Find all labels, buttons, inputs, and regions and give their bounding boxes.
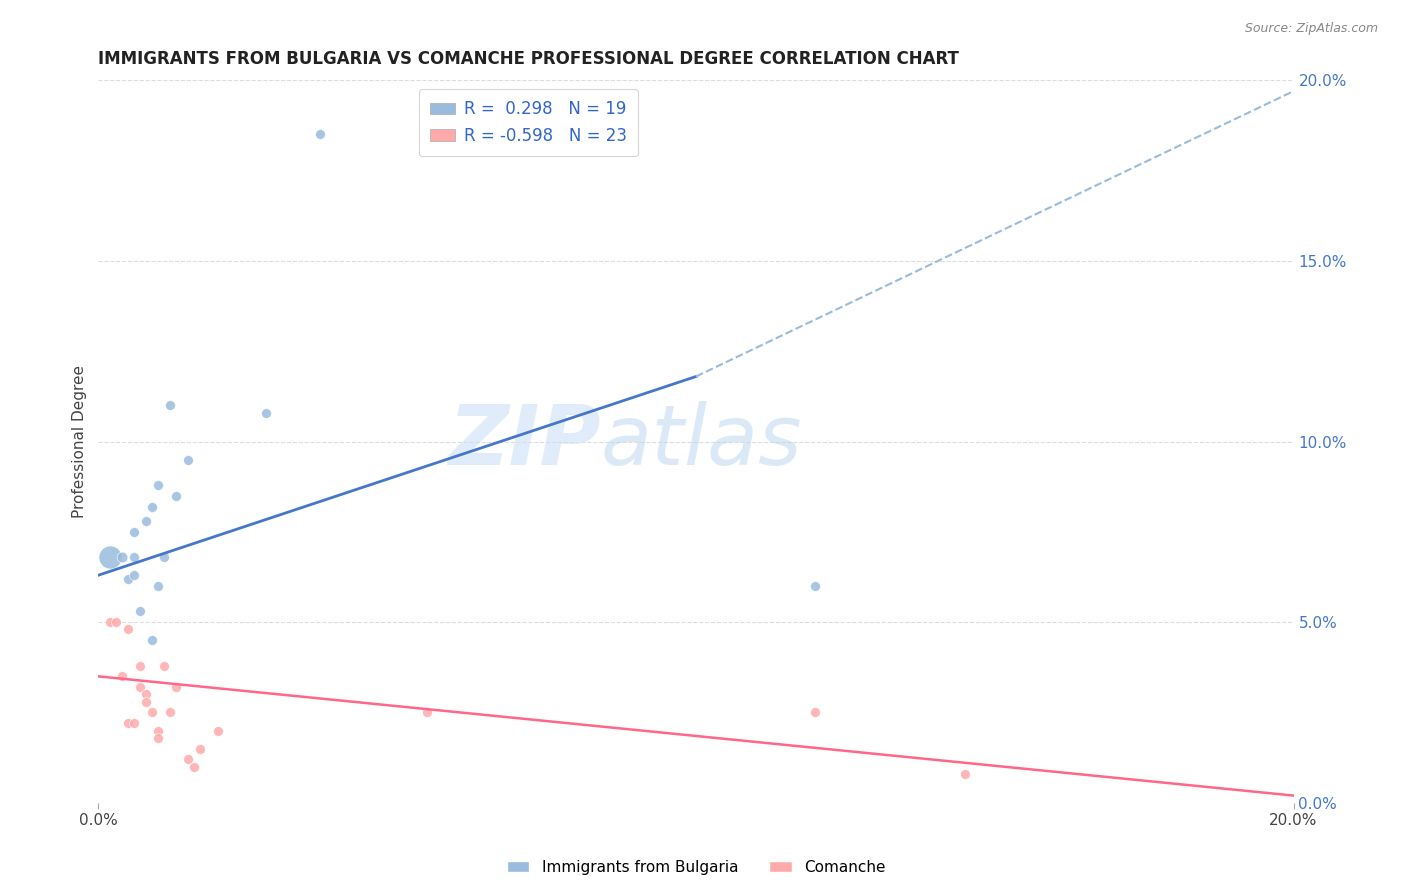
Point — [148, 579, 170, 593]
Point — [254, 406, 277, 420]
Point — [141, 500, 163, 514]
Point — [111, 669, 134, 683]
Point — [183, 760, 205, 774]
Y-axis label: Professional Degree: Professional Degree — [72, 365, 87, 518]
Point — [804, 706, 827, 720]
Point — [953, 767, 976, 781]
Point — [188, 741, 211, 756]
Point — [153, 658, 176, 673]
Point — [105, 615, 128, 630]
Point — [153, 550, 176, 565]
Point — [148, 723, 170, 738]
Point — [124, 550, 146, 565]
Text: Source: ZipAtlas.com: Source: ZipAtlas.com — [1244, 22, 1378, 36]
Point — [416, 706, 439, 720]
Point — [135, 687, 157, 701]
Point — [111, 550, 134, 565]
Point — [159, 398, 181, 412]
Point — [308, 128, 330, 142]
Point — [98, 615, 122, 630]
Point — [129, 604, 152, 618]
Point — [165, 489, 187, 503]
Point — [117, 716, 139, 731]
Point — [98, 550, 122, 565]
Point — [148, 731, 170, 745]
Point — [148, 478, 170, 492]
Point — [124, 524, 146, 539]
Point — [129, 658, 152, 673]
Point — [124, 568, 146, 582]
Text: ZIP: ZIP — [447, 401, 600, 482]
Point — [159, 706, 181, 720]
Point — [804, 579, 827, 593]
Point — [141, 633, 163, 648]
Point — [117, 572, 139, 586]
Text: atlas: atlas — [600, 401, 801, 482]
Point — [135, 514, 157, 528]
Point — [135, 695, 157, 709]
Point — [124, 716, 146, 731]
Point — [165, 680, 187, 694]
Point — [177, 752, 200, 766]
Point — [129, 680, 152, 694]
Text: IMMIGRANTS FROM BULGARIA VS COMANCHE PROFESSIONAL DEGREE CORRELATION CHART: IMMIGRANTS FROM BULGARIA VS COMANCHE PRO… — [98, 50, 959, 68]
Legend: Immigrants from Bulgaria, Comanche: Immigrants from Bulgaria, Comanche — [501, 854, 891, 881]
Point — [177, 452, 200, 467]
Point — [141, 706, 163, 720]
Point — [117, 623, 139, 637]
Point — [207, 723, 229, 738]
